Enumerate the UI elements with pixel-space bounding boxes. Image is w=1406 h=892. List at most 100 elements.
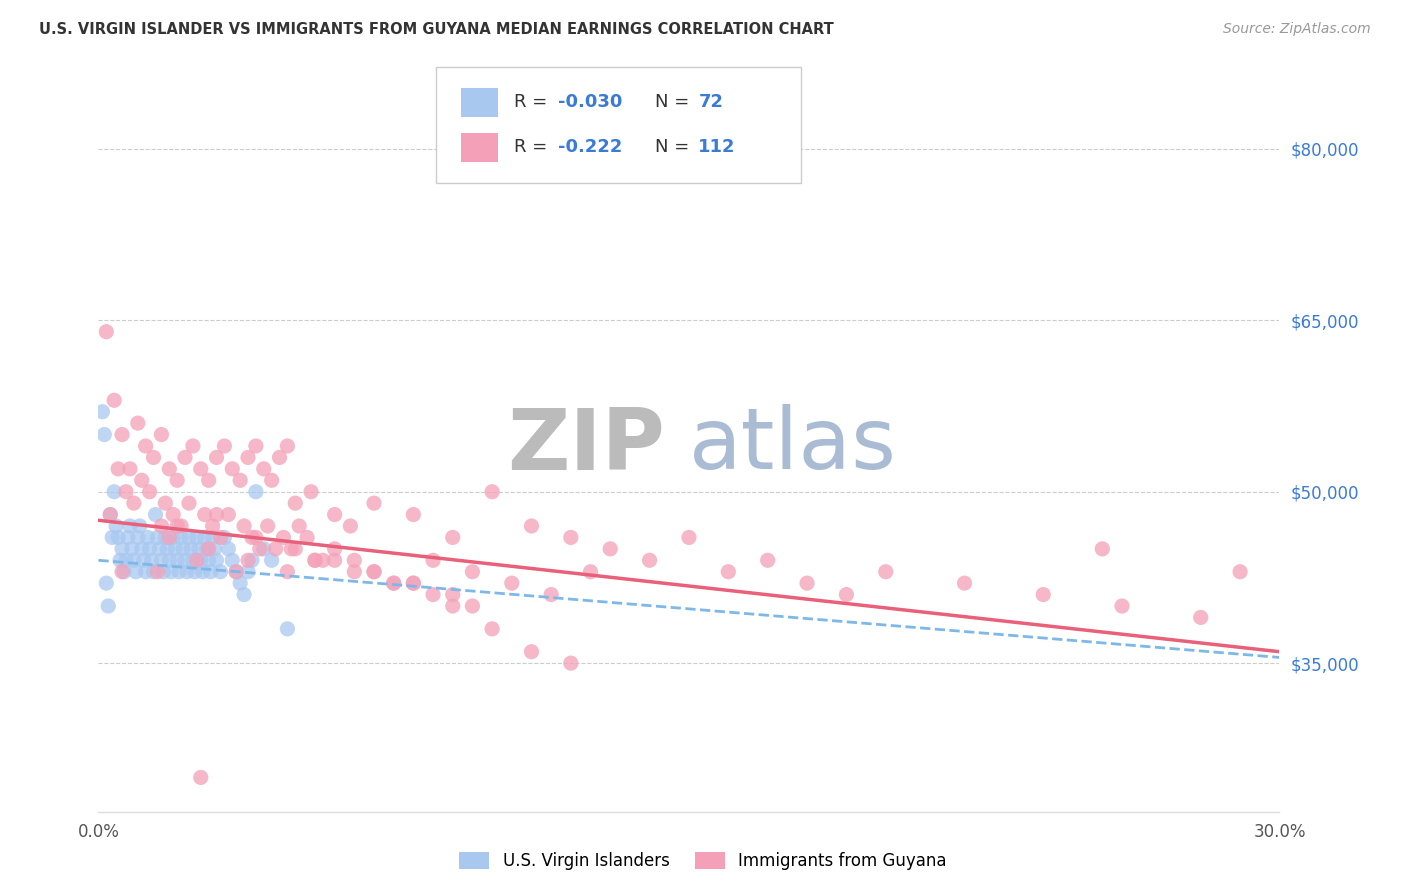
Point: [181, 553, 204, 567]
Point: [172, 541, 194, 556]
Point: [125, 565, 148, 579]
Point: [221, 462, 243, 476]
Point: [441, 588, 464, 602]
Text: N =: N =: [655, 93, 695, 111]
Point: [276, 565, 298, 579]
Point: [201, 530, 224, 544]
Point: [138, 484, 160, 499]
Point: [225, 565, 247, 579]
Point: [280, 541, 302, 556]
Point: [481, 622, 503, 636]
Point: [121, 541, 143, 556]
Point: [520, 645, 543, 659]
Point: [717, 565, 740, 579]
Point: [155, 496, 177, 510]
Point: [953, 576, 976, 591]
Point: [233, 519, 256, 533]
Point: [180, 541, 202, 556]
Point: [304, 553, 326, 567]
Point: [323, 541, 346, 556]
Point: [152, 565, 174, 579]
Point: [166, 553, 188, 567]
Point: [194, 530, 217, 544]
Point: [756, 553, 779, 567]
Point: [1091, 541, 1114, 556]
Point: [520, 519, 543, 533]
Point: [96, 325, 118, 339]
Point: [402, 508, 425, 522]
Point: [93, 427, 115, 442]
Point: [150, 427, 173, 442]
Point: [131, 541, 153, 556]
Point: [135, 439, 157, 453]
Point: [97, 599, 120, 613]
Point: [107, 530, 129, 544]
Point: [142, 565, 165, 579]
Point: [197, 473, 219, 487]
Point: [165, 541, 187, 556]
Text: N =: N =: [655, 138, 695, 156]
Point: [155, 530, 177, 544]
Point: [402, 576, 425, 591]
Point: [240, 553, 263, 567]
Text: 112: 112: [699, 138, 735, 156]
Point: [678, 530, 700, 544]
Point: [363, 565, 385, 579]
Point: [108, 553, 131, 567]
Point: [190, 771, 212, 785]
FancyBboxPatch shape: [461, 133, 498, 162]
Point: [98, 508, 121, 522]
Point: [284, 496, 307, 510]
Point: [363, 565, 385, 579]
Point: [157, 553, 180, 567]
Point: [135, 565, 157, 579]
Point: [204, 541, 226, 556]
FancyBboxPatch shape: [461, 87, 498, 117]
Point: [98, 508, 121, 522]
Point: [162, 508, 184, 522]
Point: [236, 553, 259, 567]
Point: [170, 519, 193, 533]
Text: R =: R =: [515, 138, 554, 156]
Point: [236, 565, 259, 579]
Point: [111, 541, 134, 556]
Point: [256, 519, 278, 533]
Point: [122, 553, 145, 567]
Point: [599, 541, 621, 556]
Point: [236, 450, 259, 465]
Point: [343, 565, 366, 579]
Point: [146, 565, 169, 579]
Point: [146, 530, 169, 544]
Point: [112, 565, 135, 579]
Point: [209, 530, 232, 544]
Point: [205, 553, 228, 567]
Point: [422, 553, 444, 567]
Point: [481, 484, 503, 499]
Point: [101, 530, 124, 544]
Point: [162, 530, 184, 544]
Point: [245, 530, 267, 544]
Point: [201, 519, 224, 533]
Point: [835, 588, 858, 602]
Point: [1189, 610, 1212, 624]
Point: [501, 576, 523, 591]
Legend: U.S. Virgin Islanders, Immigrants from Guyana: U.S. Virgin Islanders, Immigrants from G…: [460, 852, 946, 871]
Point: [132, 553, 155, 567]
Point: [229, 473, 252, 487]
Point: [214, 530, 236, 544]
Point: [91, 405, 114, 419]
Point: [1229, 565, 1251, 579]
Point: [441, 599, 464, 613]
Point: [560, 656, 582, 670]
Point: [402, 576, 425, 591]
Point: [181, 439, 204, 453]
Point: [1032, 588, 1054, 602]
Text: 72: 72: [699, 93, 724, 111]
Point: [157, 462, 180, 476]
Point: [127, 416, 149, 430]
Point: [111, 565, 134, 579]
Point: [217, 508, 239, 522]
Point: [136, 530, 159, 544]
Point: [142, 450, 165, 465]
Point: [382, 576, 405, 591]
